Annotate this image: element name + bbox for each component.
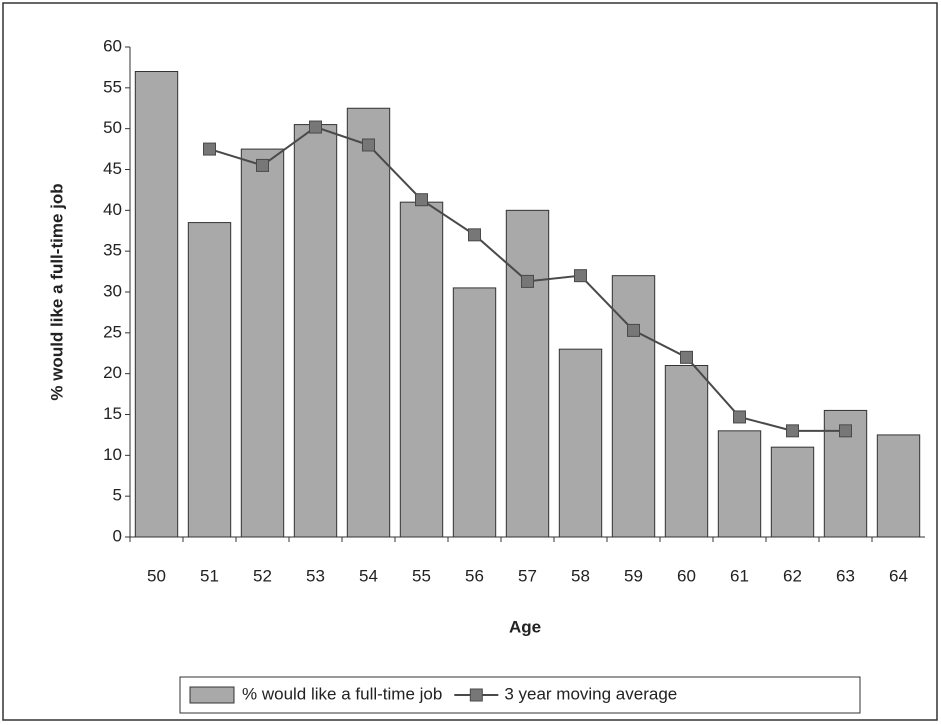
line-marker <box>574 269 587 283</box>
line-marker <box>839 424 852 438</box>
y-tick-label: 50 <box>103 118 122 137</box>
bar <box>187 222 232 538</box>
line-marker <box>786 424 799 438</box>
legend-swatch <box>189 686 235 704</box>
x-tick-label: 64 <box>889 566 908 585</box>
legend-label: % would like a full-time job <box>242 684 442 703</box>
line-marker <box>203 142 216 156</box>
line-marker <box>362 138 375 152</box>
y-tick-label: 15 <box>103 404 122 423</box>
x-tick-label: 63 <box>836 566 855 585</box>
y-tick-label: 0 <box>113 526 122 545</box>
bar <box>717 430 762 538</box>
x-tick-label: 52 <box>253 566 272 585</box>
x-axis-title: Age <box>509 617 541 636</box>
legend-label: 3 year moving average <box>504 684 677 703</box>
bar <box>452 287 497 538</box>
x-tick-label: 55 <box>412 566 431 585</box>
bar <box>134 71 179 538</box>
bar <box>505 209 550 538</box>
y-tick-label: 45 <box>103 159 122 178</box>
bar <box>240 148 285 538</box>
bar <box>770 446 815 538</box>
x-tick-label: 61 <box>730 566 749 585</box>
line-marker <box>733 410 746 424</box>
x-tick-label: 50 <box>147 566 166 585</box>
x-tick-label: 60 <box>677 566 696 585</box>
y-tick-label: 10 <box>103 445 122 464</box>
line-marker <box>468 228 481 242</box>
line-marker <box>415 193 428 207</box>
legend-box <box>179 676 861 714</box>
y-tick-label: 35 <box>103 241 122 260</box>
bar <box>664 365 709 538</box>
line-marker <box>309 120 322 134</box>
y-tick-label: 55 <box>103 77 122 96</box>
y-tick-label: 25 <box>103 322 122 341</box>
y-tick-label: 30 <box>103 281 122 300</box>
x-tick-label: 59 <box>624 566 643 585</box>
bar <box>399 201 444 538</box>
x-tick-label: 53 <box>306 566 325 585</box>
y-axis-title: % would like a full-time job <box>47 183 66 400</box>
x-tick-label: 62 <box>783 566 802 585</box>
line-marker <box>627 323 640 337</box>
legend-swatch <box>469 688 483 702</box>
x-tick-label: 57 <box>518 566 537 585</box>
y-tick-label: 20 <box>103 363 122 382</box>
x-tick-label: 58 <box>571 566 590 585</box>
y-tick-label: 40 <box>103 200 122 219</box>
bar <box>611 275 656 538</box>
bar <box>558 348 603 538</box>
bar <box>876 434 921 538</box>
x-tick-label: 56 <box>465 566 484 585</box>
line-marker <box>256 158 269 172</box>
y-tick-label: 60 <box>103 36 122 55</box>
x-tick-label: 51 <box>200 566 219 585</box>
line-marker <box>680 350 693 364</box>
x-tick-label: 54 <box>359 566 378 585</box>
bar <box>293 124 338 538</box>
line-marker <box>521 274 534 288</box>
bar <box>346 107 391 538</box>
y-tick-label: 5 <box>113 486 122 505</box>
